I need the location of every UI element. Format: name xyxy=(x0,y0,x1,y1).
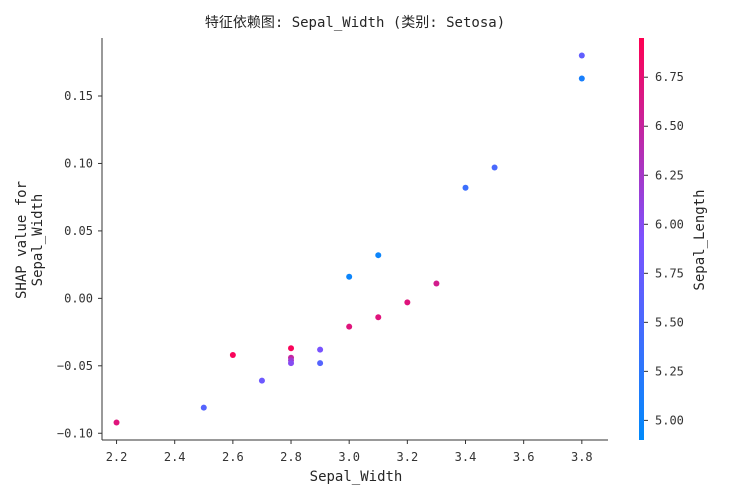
data-point xyxy=(288,360,295,367)
colorbar-tick-label: 5.00 xyxy=(655,413,684,427)
y-tick-label: 0.00 xyxy=(64,291,93,305)
data-point xyxy=(346,273,353,280)
data-point xyxy=(491,164,498,171)
colorbar-ticks: 5.00 5.25 5.50 5.75 6.00 6.25 6.50 6.75 xyxy=(644,70,684,427)
x-tick-label: 3.2 xyxy=(397,450,419,464)
data-point xyxy=(200,404,207,411)
colorbar-label: Sepal_Length xyxy=(692,189,708,290)
x-tick-label: 2.6 xyxy=(222,450,244,464)
colorbar xyxy=(639,38,644,440)
data-point xyxy=(462,184,469,191)
x-tick-label: 2.2 xyxy=(106,450,128,464)
y-axis-label-group: SHAP value for Sepal_Width xyxy=(14,181,46,299)
data-point xyxy=(317,360,324,367)
data-point xyxy=(113,419,120,426)
x-tick-label: 3.0 xyxy=(338,450,360,464)
x-tick-label: 3.8 xyxy=(571,450,593,464)
x-tick-label: 3.4 xyxy=(455,450,477,464)
x-axis-label: Sepal_Width xyxy=(310,469,403,485)
data-point xyxy=(433,280,440,287)
data-point xyxy=(578,52,585,59)
data-point xyxy=(258,377,265,384)
x-tick-label: 2.4 xyxy=(164,450,186,464)
colorbar-tick-label: 6.25 xyxy=(655,168,684,182)
data-point xyxy=(229,352,236,359)
scatter-points xyxy=(113,52,585,426)
y-axis-ticks: −0.10 −0.05 0.00 0.05 0.10 0.15 xyxy=(57,89,102,440)
colorbar-tick-label: 6.00 xyxy=(655,217,684,231)
data-point xyxy=(346,323,353,330)
y-tick-label: 0.05 xyxy=(64,224,93,238)
colorbar-tick-label: 5.50 xyxy=(655,315,684,329)
data-point xyxy=(375,314,382,321)
data-point xyxy=(288,345,295,352)
data-point xyxy=(317,346,324,353)
y-axis-label-line-1: SHAP value for xyxy=(14,181,30,299)
x-tick-label: 2.8 xyxy=(280,450,302,464)
y-axis-label-line-2: Sepal_Width xyxy=(30,194,46,287)
y-tick-label: −0.05 xyxy=(57,359,93,373)
data-point xyxy=(404,299,411,306)
y-tick-label: −0.10 xyxy=(57,426,93,440)
colorbar-tick-label: 6.50 xyxy=(655,119,684,133)
colorbar-tick-label: 5.75 xyxy=(655,266,684,280)
y-tick-label: 0.15 xyxy=(64,89,93,103)
colorbar-tick-label: 6.75 xyxy=(655,70,684,84)
data-point xyxy=(375,252,382,259)
x-axis-ticks: 2.2 2.4 2.6 2.8 3.0 3.2 3.4 3.6 3.8 xyxy=(106,440,593,464)
x-tick-label: 3.6 xyxy=(513,450,535,464)
colorbar-tick-label: 5.25 xyxy=(655,364,684,378)
y-tick-label: 0.10 xyxy=(64,156,93,170)
data-point xyxy=(578,75,585,82)
chart-title: 特征依赖图: Sepal_Width (类别: Setosa) xyxy=(205,15,505,31)
